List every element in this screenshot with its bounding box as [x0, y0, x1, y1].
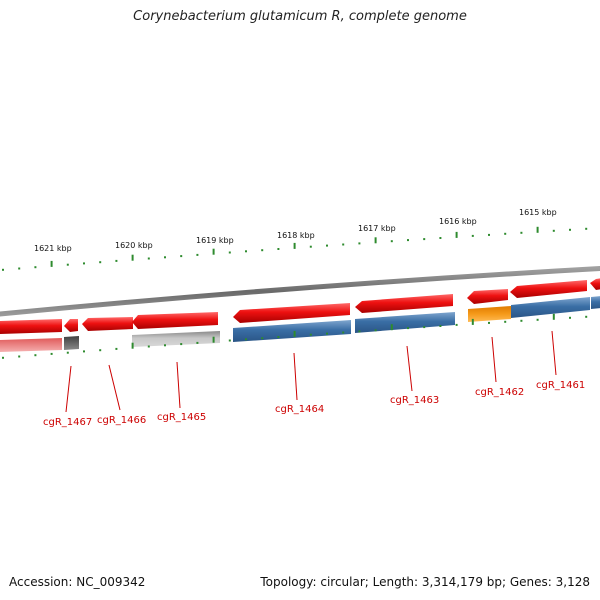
leader-line: [491, 336, 497, 383]
gene-label[interactable]: cgR_1464: [275, 404, 324, 415]
genome-title: Corynebacterium glutamicum R, complete g…: [133, 9, 467, 24]
gene-arrow-cgR_1463[interactable]: [355, 294, 453, 313]
genome-summary-text: Topology: circular; Length: 3,314,179 bp…: [260, 575, 590, 589]
gene-arrow-cgR_1466[interactable]: [82, 317, 133, 331]
leader-line: [108, 364, 121, 411]
forward-strand: [0, 278, 600, 334]
kbp-label: 1621 kbp: [34, 244, 72, 253]
gene-label[interactable]: cgR_1467: [43, 417, 92, 428]
gene-label[interactable]: cgR_1461: [536, 380, 585, 391]
leader-line: [176, 361, 181, 409]
leader-line: [65, 365, 72, 413]
gene-label[interactable]: cgR_1462: [475, 387, 524, 398]
gene-arrow-cgR_1462[interactable]: [467, 289, 508, 304]
ticks-upper: [2, 226, 588, 271]
kbp-label: 1619 kbp: [196, 236, 234, 245]
gene-bar-blue-1464[interactable]: [233, 320, 351, 342]
gene-label[interactable]: cgR_1466: [97, 415, 146, 426]
gene-arrow-cgR_1461[interactable]: [510, 280, 587, 298]
accession-text: Accession: NC_009342: [9, 575, 146, 589]
leader-line: [406, 345, 413, 392]
gene-bar-orange-1462[interactable]: [468, 306, 511, 322]
leader-line: [551, 330, 557, 376]
gene-label[interactable]: cgR_1463: [390, 395, 439, 406]
gene-arrow-cgR_1466-fwd[interactable]: [64, 319, 78, 332]
gene-leader-lines: [65, 330, 557, 413]
kbp-scale: 1621 kbp 1620 kbp 1619 kbp 1618 kbp 1617…: [34, 208, 557, 253]
gene-arrow-cgR_1464[interactable]: [233, 303, 350, 323]
gene-arrow-cgR_1467[interactable]: [0, 319, 62, 334]
gene-arrow-cgR_1465[interactable]: [132, 312, 218, 329]
gene-bar-blue-next[interactable]: [591, 296, 600, 309]
genome-backbone: [0, 266, 600, 317]
kbp-label: 1618 kbp: [277, 231, 315, 240]
reverse-strand: [0, 296, 600, 352]
gene-labels: cgR_1467 cgR_1466 cgR_1465 cgR_1464 cgR_…: [43, 380, 585, 428]
kbp-label: 1616 kbp: [439, 217, 477, 226]
kbp-label: 1615 kbp: [519, 208, 557, 217]
kbp-label: 1617 kbp: [358, 224, 396, 233]
gene-bar-pink[interactable]: [0, 338, 62, 352]
kbp-label: 1620 kbp: [115, 241, 153, 250]
gene-bar-blue-1461[interactable]: [511, 297, 590, 318]
ticks-lower: [2, 313, 588, 359]
leader-line: [293, 352, 298, 401]
gene-bar-blue-1463[interactable]: [355, 312, 455, 333]
gene-arrow-next[interactable]: [590, 278, 600, 290]
gene-bar-gray[interactable]: [132, 331, 220, 347]
gene-label[interactable]: cgR_1465: [157, 412, 206, 423]
gene-bar-dark[interactable]: [64, 336, 79, 350]
